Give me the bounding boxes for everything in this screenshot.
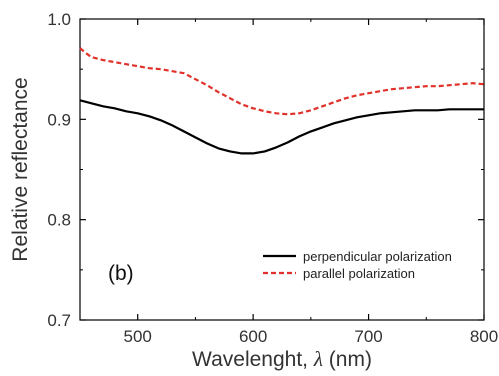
- plot-area: [79, 18, 485, 321]
- x-tick-label: 800: [470, 327, 498, 346]
- y-tick-label: 0.9: [47, 110, 71, 129]
- x-tick-label: 500: [124, 327, 152, 346]
- x-tick-label: 600: [239, 327, 267, 346]
- x-axis-title-symbol: λ: [313, 347, 323, 371]
- series-layer: [79, 47, 485, 155]
- y-tick-label: 0.7: [47, 311, 71, 330]
- x-axis-title: Wavelenght, λ (nm): [192, 347, 372, 371]
- axis-ticks: 500 600 700 800 0.7 0.8 0.9 1.0: [47, 10, 498, 346]
- y-axis-title: Relative reflectance: [9, 77, 32, 261]
- legend: perpendicular polarization parallel pola…: [263, 249, 452, 281]
- legend-label-parallel: parallel polarization: [303, 266, 415, 281]
- y-tick-label: 1.0: [47, 10, 71, 29]
- x-tick-label: 700: [354, 327, 382, 346]
- legend-label-perpendicular: perpendicular polarization: [303, 249, 452, 264]
- panel-label: (b): [108, 262, 134, 285]
- x-axis-title-unit: (nm): [323, 348, 372, 371]
- x-axis-title-main: Wavelenght,: [192, 348, 314, 371]
- series-line-perpendicular: [79, 99, 484, 155]
- plot-frame: [79, 18, 485, 321]
- y-tick-label: 0.8: [47, 211, 71, 230]
- series-line-parallel: [79, 47, 485, 116]
